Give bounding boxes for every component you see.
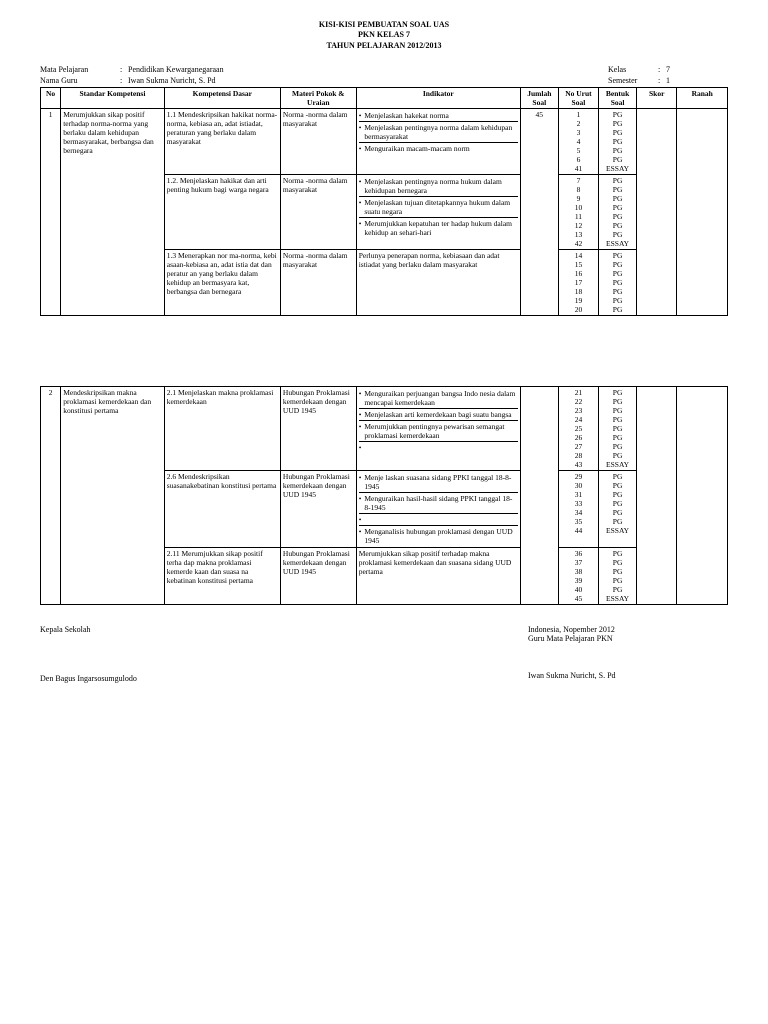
- sign-right: Indonesia, Nopember 2012 Guru Mata Pelaj…: [528, 625, 728, 683]
- cell-ranah: [677, 109, 728, 316]
- cell-sk: Mendeskripsikan makna proklamasi kemerde…: [61, 387, 165, 605]
- cell-no: 1: [41, 109, 61, 316]
- sign-name: Iwan Sukma Nuricht, S. Pd: [528, 671, 728, 680]
- sem-value: 1: [666, 76, 670, 85]
- title-line-3: TAHUN PELAJARAN 2012/2013: [40, 41, 728, 51]
- header-row: No Standar Kompetensi Kompetensi Dasar M…: [41, 88, 728, 109]
- title-line-1: KISI-KISI PEMBUATAN SOAL UAS: [40, 20, 728, 30]
- document-title: KISI-KISI PEMBUATAN SOAL UAS PKN KELAS 7…: [40, 20, 728, 51]
- cell-ind: Menje laskan suasana sidang PPKI tanggal…: [356, 471, 520, 548]
- cell-bentuk: PGPGPGPGPGPGPGPGESSAY: [599, 387, 637, 471]
- sign-left: Kepala Sekolah Den Bagus Ingarsosumgulod…: [40, 625, 240, 683]
- sign-role: Guru Mata Pelajaran PKN: [528, 634, 728, 643]
- kepala-label: Kepala Sekolah: [40, 625, 240, 634]
- cell-ind: Menguraikan perjuangan bangsa Indo nesia…: [356, 387, 520, 471]
- cell-mp: Norma -norma dalam masyarakat: [280, 250, 356, 316]
- cell-bentuk: PGPGPGPGPGESSAY: [599, 548, 637, 605]
- page-gap: [40, 316, 728, 386]
- kepala-name: Den Bagus Ingarsosumgulodo: [40, 674, 240, 683]
- cell-urut: 29303133343544: [558, 471, 598, 548]
- h-bentuk: Bentuk Soal: [599, 88, 637, 109]
- cell-jml: 45: [520, 109, 558, 316]
- cell-ind: Merumjukkan sikap positif terhadap makna…: [356, 548, 520, 605]
- cell-no: 2: [41, 387, 61, 605]
- cell-bentuk: PGPGPGPGPGPGESSAY: [599, 471, 637, 548]
- cell-kd: 1.2. Menjelaskan hakikat dan arti pentin…: [164, 175, 280, 250]
- kisi-table-1: No Standar Kompetensi Kompetensi Dasar M…: [40, 87, 728, 316]
- meta-row-2: Nama Guru : Iwan Sukma Nuricht, S. Pd Se…: [40, 76, 728, 85]
- cell-urut: 7891011121342: [558, 175, 598, 250]
- h-urut: No Urut Soal: [558, 88, 598, 109]
- cell-bentuk: PGPGPGPGPGPGESSAY: [599, 109, 637, 175]
- guru-label: Nama Guru: [40, 76, 120, 85]
- cell-sk: Merumjukkan sikap positif terhadap norma…: [61, 109, 165, 316]
- cell-urut: 12345641: [558, 109, 598, 175]
- mapel-label: Mata Pelajaran: [40, 65, 120, 74]
- h-kd: Kompetensi Dasar: [164, 88, 280, 109]
- kisi-table-2: 2 Mendeskripsikan makna proklamasi kemer…: [40, 386, 728, 605]
- cell-kd: 1.3 Menerapkan nor ma-norma, kebi asaan-…: [164, 250, 280, 316]
- meta-row-1: Mata Pelajaran : Pendidikan Kewarganegar…: [40, 65, 728, 74]
- cell-kd: 1.1 Mendeskripsikan hakikat norma-norma,…: [164, 109, 280, 175]
- h-ind: Indikator: [356, 88, 520, 109]
- h-mp: Materi Pokok & Uraian: [280, 88, 356, 109]
- title-line-2: PKN KELAS 7: [40, 30, 728, 40]
- cell-ind: Perlunya penerapan norma, kebiasaan dan …: [356, 250, 520, 316]
- cell-ranah: [677, 387, 728, 605]
- kelas-value: 7: [666, 65, 670, 74]
- cell-urut: 212223242526272843: [558, 387, 598, 471]
- h-no: No: [41, 88, 61, 109]
- cell-mp: Norma -norma dalam masyarakat: [280, 109, 356, 175]
- cell-kd: 2.1 Menjelaskan makna proklamasi kemerde…: [164, 387, 280, 471]
- cell-mp: Hubungan Proklamasi kemerdekaan dengan U…: [280, 387, 356, 471]
- cell-kd: 2.11 Merumjukkan sikap positif terha dap…: [164, 548, 280, 605]
- sign-place: Indonesia, Nopember 2012: [528, 625, 728, 634]
- cell-bentuk: PGPGPGPGPGPGPGESSAY: [599, 175, 637, 250]
- cell-mp: Hubungan Proklamasi kemerdekaan dengan U…: [280, 471, 356, 548]
- cell-bentuk: PGPGPGPGPGPGPG: [599, 250, 637, 316]
- kelas-label: Kelas: [608, 65, 658, 74]
- cell-ind: Menjelaskan hakekat norma Menjelaskan pe…: [356, 109, 520, 175]
- cell-mp: Hubungan Proklamasi kemerdekaan dengan U…: [280, 548, 356, 605]
- cell-urut: 14151617181920: [558, 250, 598, 316]
- cell-jml: [520, 387, 558, 605]
- sem-label: Semester: [608, 76, 658, 85]
- h-jml: Jumlah Soal: [520, 88, 558, 109]
- cell-skor: [637, 387, 677, 605]
- cell-urut: 363738394045: [558, 548, 598, 605]
- h-sk: Standar Kompetensi: [61, 88, 165, 109]
- guru-value: Iwan Sukma Nuricht, S. Pd: [128, 76, 216, 85]
- mapel-value: Pendidikan Kewarganegaraan: [128, 65, 224, 74]
- table-row: 1 Merumjukkan sikap positif terhadap nor…: [41, 109, 728, 175]
- signature-block: Kepala Sekolah Den Bagus Ingarsosumgulod…: [40, 625, 728, 683]
- cell-kd: 2.6 Mendeskripsikan suasanakebatinan kon…: [164, 471, 280, 548]
- cell-skor: [637, 109, 677, 316]
- cell-mp: Norma -norma dalam masyarakat: [280, 175, 356, 250]
- cell-ind: Menjelaskan pentingnya norma hukum dalam…: [356, 175, 520, 250]
- h-ranah: Ranah: [677, 88, 728, 109]
- table-row: 2 Mendeskripsikan makna proklamasi kemer…: [41, 387, 728, 471]
- h-skor: Skor: [637, 88, 677, 109]
